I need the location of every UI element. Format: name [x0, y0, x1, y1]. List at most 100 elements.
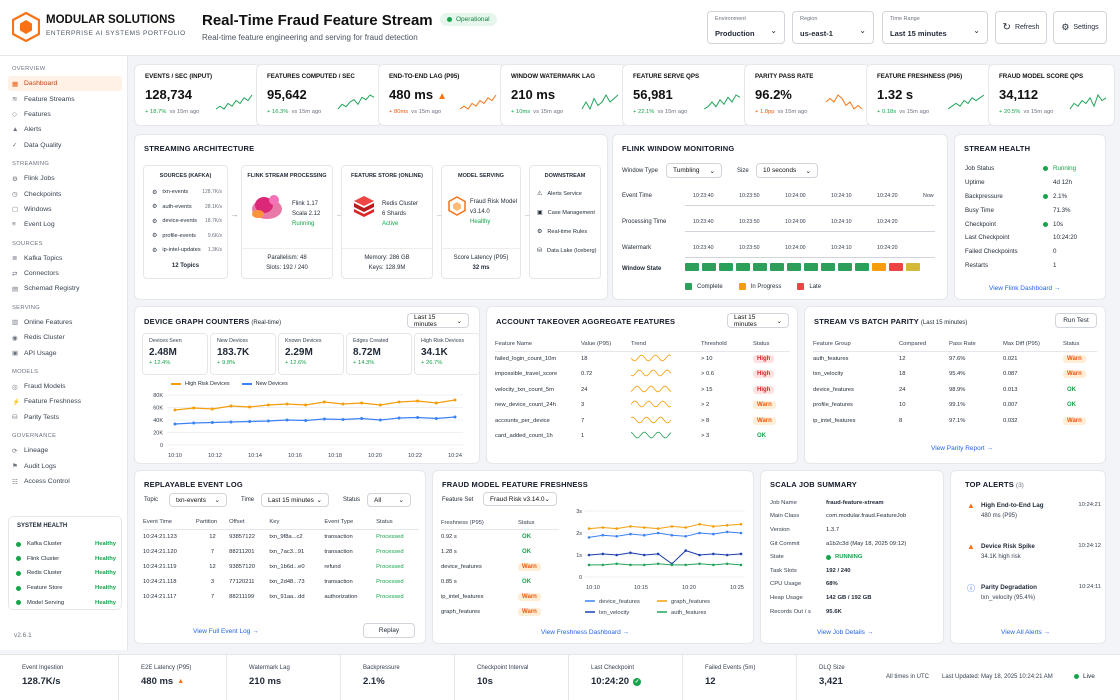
table-row[interactable]: velocity_txn_count_5m 24 > 15 High — [495, 382, 790, 398]
view-full-event-log-link[interactable]: View Full Event Log → — [193, 628, 259, 635]
table-row[interactable]: impossible_travel_score 0.72 > 0.6 High — [495, 367, 790, 383]
window-state-cell[interactable] — [889, 263, 903, 271]
window-state-cell[interactable] — [838, 263, 852, 271]
sidebar-item-api-usage[interactable]: ▣ API Usage — [8, 345, 122, 360]
table-row[interactable]: new_device_count_24h 3 > 2 Warn — [495, 398, 790, 414]
kpi-card[interactable]: FEATURES COMPUTED / SEC 95,642 + 16.3% vs 1… — [256, 64, 383, 126]
run-test-button[interactable]: Run Test — [1055, 313, 1097, 328]
sidebar-item-dashboard[interactable]: ▦ Dashboard — [8, 76, 122, 92]
table-row[interactable]: 10:24:21.119 12 93857120 txn_1b6d...e0 refun… — [143, 563, 404, 570]
alert-item[interactable]: ▲ Device Risk Spike 34.1K high risk 10:24:1… — [967, 542, 1101, 560]
view-flink-dashboard-link[interactable]: View Flink Dashboard → — [989, 285, 1061, 292]
window-state-cell[interactable] — [702, 263, 716, 271]
sources-box[interactable]: SOURCES (KAFKA) ⚙ txn-events 128.7K/s ⚙ auth… — [143, 165, 228, 279]
sidebar-item-event-log[interactable]: ≡ Event Log — [8, 217, 122, 232]
status-select[interactable]: All ⌄ — [367, 493, 411, 507]
sidebar-item-feature-streams[interactable]: ≋ Feature Streams — [8, 91, 122, 106]
kpi-card[interactable]: FEATURE FRESHNESS (P95) 1.32 s + 0.18s vs 1… — [866, 64, 993, 126]
downstream-item[interactable]: ⛁ Data Lake (Iceberg) — [537, 247, 597, 255]
window-state-cell[interactable] — [821, 263, 835, 271]
sidebar-item-online-features[interactable]: ▥ Online Features — [8, 315, 122, 330]
kafka-topic-row[interactable]: ⚙ device-events 18.7K/s — [152, 218, 222, 225]
time-select[interactable]: Last 15 minutes ⌄ — [261, 493, 329, 507]
window-state-cell[interactable] — [906, 263, 920, 271]
sidebar-item-kafka-topics[interactable]: ≣ Kafka Topics — [8, 251, 122, 266]
sidebar-item-access-control[interactable]: ☷ Access Control — [8, 474, 122, 489]
table-row[interactable]: device_features 24 98.9% 0.013 OK — [813, 382, 1097, 398]
alert-item[interactable]: ⓘ Parity Degradation txn_velocity (95.4%) 1… — [967, 584, 1101, 601]
region-select[interactable]: Region us-east-1 ⌄ — [792, 11, 874, 44]
downstream-item[interactable]: ⚠ Alerts Service — [537, 190, 582, 198]
ato-range-select[interactable]: Last 15 minutes ⌄ — [727, 313, 789, 328]
window-state-cell[interactable] — [872, 263, 886, 271]
kafka-topic-row[interactable]: ⚙ profile-events 9.6K/s — [152, 232, 222, 240]
table-row[interactable]: accounts_per_device 7 > 8 Warn — [495, 413, 790, 429]
table-row[interactable]: 10:24:21.117 7 88211199 txn_91aa...dd author… — [143, 593, 404, 600]
kpi-card[interactable]: PARITY PASS RATE 96.2% + 1.8pp vs 15m ago — [744, 64, 871, 126]
kpi-card[interactable]: WINDOW WATERMARK LAG 210 ms + 10ms vs 15m a… — [500, 64, 627, 126]
kpi-card[interactable]: FEATURE SERVE QPS 56,981 + 22.1% vs 15m ago — [622, 64, 749, 126]
table-row[interactable]: auth_features 12 97.6% 0.021 Warn — [813, 351, 1097, 367]
view-all-alerts-link[interactable]: View All Alerts → — [1001, 629, 1051, 636]
sidebar-item-data-quality[interactable]: ✓ Data Quality — [8, 138, 122, 153]
table-row[interactable]: 1.28 s OK — [441, 544, 559, 559]
table-row[interactable]: 0.85 s OK — [441, 574, 559, 589]
table-row[interactable]: 10:24:21.118 3 77120211 txn_2d48...73 transa… — [143, 578, 404, 585]
kpi-card[interactable]: EVENTS / SEC (INPUT) 128,734 + 18.7% vs 15m… — [134, 64, 261, 126]
downstream-box[interactable]: DOWNSTREAM ⚠ Alerts Service ▣ Case Manageme… — [529, 165, 601, 279]
settings-button[interactable]: ⚙ Settings — [1053, 11, 1107, 44]
table-row[interactable]: ip_intel_features 8 97.1% 0.032 Warn — [813, 413, 1097, 429]
sidebar-item-parity-tests[interactable]: ⛁ Parity Tests — [8, 410, 122, 425]
window-state-cell[interactable] — [804, 263, 818, 271]
downstream-item[interactable]: ▣ Case Management — [537, 209, 595, 217]
feature-store-box[interactable]: FEATURE STORE (ONLINE) Redis Cluster 6 Sh… — [341, 165, 433, 279]
sidebar-item-audit-logs[interactable]: ⚑ Audit Logs — [8, 458, 122, 473]
view-parity-report-link[interactable]: View Parity Report → — [931, 445, 994, 452]
kpi-card[interactable]: FRAUD MODEL SCORE QPS 34,112 + 20.5% vs 15m… — [988, 64, 1115, 126]
table-row[interactable]: 10:24:21.123 12 93857122 txn_9f8a...c2 trans… — [143, 533, 404, 540]
table-row[interactable]: card_added_count_1h 1 > 3 OK — [495, 429, 790, 445]
dgc-range-select[interactable]: Last 15 minutes ⌄ — [407, 313, 469, 328]
table-row[interactable]: txn_velocity 18 95.4% 0.087 Warn — [813, 367, 1097, 383]
window-state-cell[interactable] — [719, 263, 733, 271]
table-row[interactable]: 10:24:21.120 7 88211201 txn_7ac3...91 transa… — [143, 548, 404, 555]
refresh-button[interactable]: ↻ Refresh — [995, 11, 1047, 44]
window-type-select[interactable]: Tumbling ⌄ — [666, 163, 722, 178]
view-freshness-dashboard-link[interactable]: View Freshness Dashboard → — [541, 629, 630, 636]
sidebar-item-redis-cluster[interactable]: ◉ Redis Cluster — [8, 330, 122, 345]
window-state-cell[interactable] — [787, 263, 801, 271]
table-row[interactable]: device_features Warn — [441, 559, 559, 574]
time-range-select[interactable]: Time Range Last 15 minutes ⌄ — [882, 11, 988, 44]
kpi-card[interactable]: END-TO-END LAG (P95) 480 ms ▲ + 80ms vs 15m … — [378, 64, 505, 126]
table-row[interactable]: graph_features Warn — [441, 604, 559, 619]
sidebar-item-schemad-registry[interactable]: ▤ Schemad Registry — [8, 281, 122, 296]
feature-set-select[interactable]: Fraud Risk v3.14.0 ⌄ — [483, 492, 557, 506]
sidebar-item-lineage[interactable]: ⟳ Lineage — [8, 443, 122, 458]
sidebar-item-features[interactable]: ◇ Features — [8, 107, 122, 122]
environment-select[interactable]: Environment Production ⌄ — [707, 11, 785, 44]
table-row[interactable]: failed_login_count_10m 18 > 10 High — [495, 351, 790, 367]
window-state-cell[interactable] — [770, 263, 784, 271]
sidebar-item-checkpoints[interactable]: ◷ Checkpoints — [8, 186, 122, 201]
sidebar-item-windows[interactable]: ▢ Windows — [8, 202, 122, 217]
kafka-topic-row[interactable]: ⚙ ip-intel-updates 1.3K/s — [152, 247, 222, 254]
table-row[interactable]: ip_intel_features Warn — [441, 589, 559, 604]
sidebar-item-fraud-models[interactable]: ◎ Fraud Models — [8, 379, 122, 394]
window-size-select[interactable]: 10 seconds ⌄ — [756, 163, 818, 178]
sidebar-item-alerts[interactable]: ▲ Alerts — [8, 122, 122, 137]
view-job-details-link[interactable]: View Job Details → — [817, 629, 874, 636]
topic-select[interactable]: txn-events ⌄ — [169, 493, 227, 507]
window-state-cell[interactable] — [753, 263, 767, 271]
model-serving-box[interactable]: MODEL SERVING Fraud Risk Model v3.14.0 Hea… — [441, 165, 521, 279]
flink-box[interactable]: FLINK STREAM PROCESSING Flink 1.17 Scala … — [241, 165, 333, 279]
window-state-cell[interactable] — [736, 263, 750, 271]
kafka-topic-row[interactable]: ⚙ auth-events 28.1K/s — [152, 203, 222, 211]
window-state-cell[interactable] — [855, 263, 869, 271]
replay-button[interactable]: Replay — [363, 623, 415, 638]
sidebar-item-feature-freshness[interactable]: ⚡ Feature Freshness — [8, 394, 122, 409]
sidebar-item-connectors[interactable]: ⇄ Connectors — [8, 266, 122, 281]
table-row[interactable]: 0.92 s OK — [441, 529, 559, 544]
window-state-cell[interactable] — [685, 263, 699, 271]
sidebar-item-flink-jobs[interactable]: ⚙ Flink Jobs — [8, 171, 122, 186]
kafka-topic-row[interactable]: ⚙ txn-events 128.7K/s — [152, 189, 222, 196]
